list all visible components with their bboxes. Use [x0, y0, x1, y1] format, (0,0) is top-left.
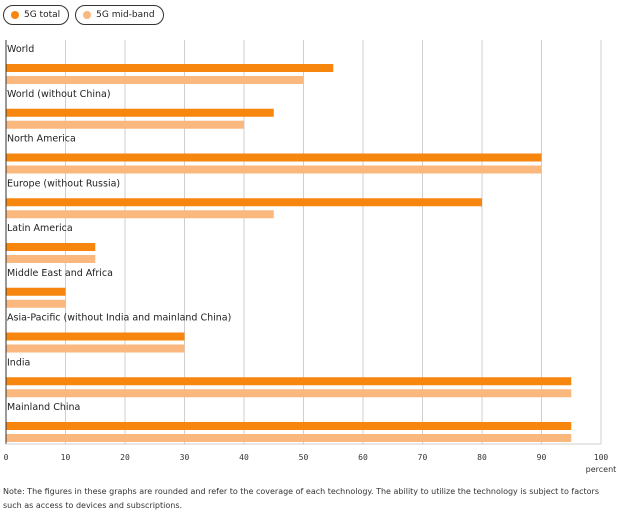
legend-label-5g-mid-band: 5G mid-band [96, 10, 155, 20]
bar-5g-mid-band [6, 120, 244, 129]
category-label: North America [7, 134, 76, 145]
bar-5g-total [6, 287, 66, 296]
bar-5g-mid-band [6, 255, 96, 263]
x-tick-label-90: 90 [537, 453, 547, 462]
bar-5g-total [6, 108, 274, 117]
category-label: Asia-Pacific (without India and mainland… [7, 313, 231, 324]
bar-5g-total [6, 377, 572, 386]
legend: 5G total 5G mid-band [3, 5, 164, 25]
x-tick-label-60: 60 [358, 453, 368, 462]
bar-5g-mid-band [6, 76, 304, 84]
legend-item-5g-mid-band[interactable]: 5G mid-band [75, 5, 164, 25]
bar-5g-mid-band [6, 434, 572, 442]
x-tick-label-50: 50 [299, 453, 309, 462]
legend-swatch-5g-total [11, 11, 19, 19]
x-tick-label-80: 80 [477, 453, 487, 462]
bar-5g-mid-band [6, 165, 542, 174]
category-label: India [7, 357, 30, 368]
category-label: World [7, 44, 34, 55]
legend-item-5g-total[interactable]: 5G total [3, 5, 70, 25]
legend-swatch-5g-mid-band [83, 11, 92, 19]
x-tick-label-0: 0 [4, 453, 9, 462]
bar-5g-total [6, 64, 334, 72]
bar-5g-mid-band [6, 389, 572, 398]
category-label: Middle East and Africa [7, 268, 113, 279]
bar-5g-mid-band [6, 210, 274, 219]
x-tick-label-10: 10 [61, 453, 71, 462]
bar-5g-total [6, 198, 482, 207]
bar-5g-mid-band [6, 344, 185, 353]
x-tick-label-30: 30 [180, 453, 190, 462]
x-tick-label-20: 20 [120, 453, 130, 462]
footnote: Note: The figures in these graphs are ro… [3, 487, 599, 510]
x-tick-label-70: 70 [418, 453, 428, 462]
bar-5g-total [6, 422, 572, 430]
category-label: Europe (without Russia) [7, 178, 120, 189]
bar-5g-total [6, 243, 96, 251]
category-label: Latin America [7, 223, 73, 234]
x-tick-label-40: 40 [239, 453, 249, 462]
bar-chart: 0 10 20 30 40 50 60 70 80 90 100 percent World World … [4, 40, 617, 474]
bar-5g-mid-band [6, 299, 66, 308]
x-axis-label: percent [586, 465, 617, 474]
legend-label-5g-total: 5G total [24, 10, 61, 20]
category-label: Mainland China [7, 402, 80, 413]
category-label: World (without China) [7, 89, 111, 100]
bar-5g-total [6, 153, 542, 162]
x-tick-label-100: 100 [594, 453, 609, 462]
bar-5g-total [6, 332, 185, 341]
